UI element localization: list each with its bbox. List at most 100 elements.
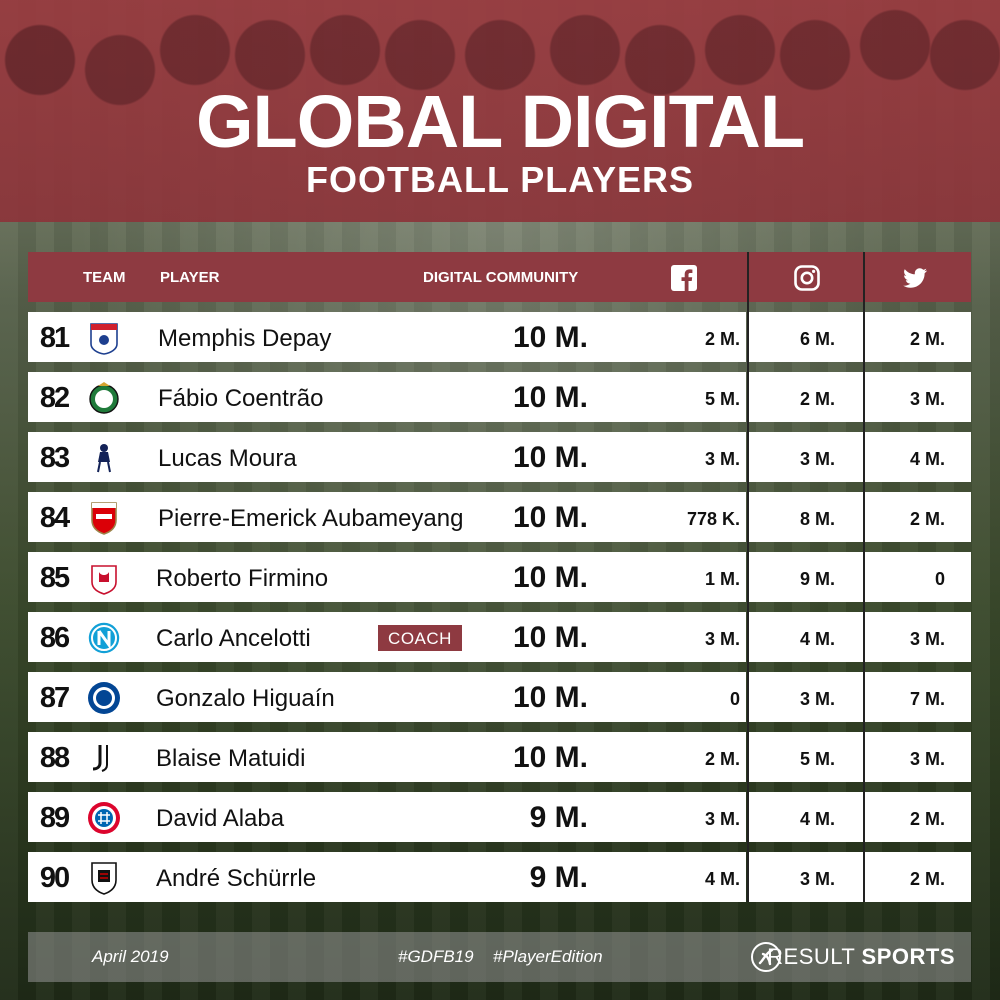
facebook-count: 778 K. <box>596 492 746 542</box>
facebook-icon <box>671 265 697 291</box>
digital-community-total: 10 M. <box>512 561 588 594</box>
twitter-count: 2 M. <box>865 792 971 842</box>
facebook-count: 2 M. <box>596 732 746 782</box>
header-banner: GLOBAL DIGITAL FOOTBALL PLAYERS <box>0 0 1000 222</box>
rank-number: 81 <box>28 312 80 362</box>
column-player-label: PLAYER <box>160 269 220 286</box>
result-sports-logo-icon <box>751 942 781 972</box>
player-name: Gonzalo Higuaín <box>156 685 335 712</box>
arsenal-crest <box>91 502 117 535</box>
olympique-lyonnais-crest <box>90 323 118 355</box>
player-name: Roberto Firmino <box>156 565 329 592</box>
table-row: 84 Pierre-Emerick Aubameyang 10 M. 778 K. 8 … <box>28 492 971 542</box>
player-name: Lucas Moura <box>158 445 297 472</box>
column-divider <box>747 252 749 902</box>
table-row: 90 André Schürrle 9 M. 4 M. 3 M. 2 M. <box>28 852 971 902</box>
footer-hashtag-edition: #PlayerEdition <box>493 947 603 966</box>
player-cell: Lucas Moura 10 M. <box>80 432 596 482</box>
column-community-label: DIGITAL COMMUNITY <box>423 269 579 286</box>
player-name: André Schürrle <box>156 865 317 892</box>
player-cell: Blaise Matuidi 10 M. <box>80 732 596 782</box>
instagram-count: 9 M. <box>748 552 863 602</box>
facebook-count: 0 <box>596 672 746 722</box>
twitter-count: 2 M. <box>865 492 971 542</box>
instagram-count: 5 M. <box>748 732 863 782</box>
brand-name-light: RESULT <box>767 944 862 969</box>
digital-community-total: 10 M. <box>512 501 588 534</box>
twitter-count: 2 M. <box>865 312 971 362</box>
tottenham-crest <box>97 444 111 473</box>
player-name: Memphis Depay <box>158 325 332 352</box>
player-cell: David Alaba 9 M. <box>80 792 596 842</box>
table-row: 87 Gonzalo Higuaín 10 M. 0 3 M. 7 M. <box>28 672 971 722</box>
instagram-count: 8 M. <box>748 492 863 542</box>
table-row: 85 Roberto Firmino 10 M. 1 M. 9 M. 0 <box>28 552 971 602</box>
fulham-crest <box>91 862 117 895</box>
rank-number: 85 <box>28 552 80 602</box>
player-cell: Gonzalo Higuaín 10 M. <box>80 672 596 722</box>
facebook-count: 4 M. <box>596 852 746 902</box>
table-row: 86 Carlo Ancelotti COACH 10 M. 3 M. 4 M. 3 M. <box>28 612 971 662</box>
table-row: 89 David Alaba 9 M. 3 M. 4 M. 2 M. <box>28 792 971 842</box>
digital-community-total: 10 M. <box>512 441 588 474</box>
digital-community-total: 10 M. <box>512 741 588 774</box>
napoli-crest <box>87 621 121 655</box>
rank-number: 90 <box>28 852 80 902</box>
twitter-count: 7 M. <box>865 672 971 722</box>
instagram-count: 3 M. <box>748 432 863 482</box>
rank-number: 84 <box>28 492 80 542</box>
facebook-count: 1 M. <box>596 552 746 602</box>
footer-hashtag-gdfb: #GDFB19 <box>398 947 474 966</box>
player-cell: Fábio Coentrão 10 M. <box>80 372 596 422</box>
digital-community-total: 9 M. <box>529 861 588 894</box>
twitter-count: 3 M. <box>865 372 971 422</box>
digital-community-total: 10 M. <box>512 381 588 414</box>
juventus-crest <box>92 745 108 772</box>
table-header: TEAM PLAYER DIGITAL COMMUNITY <box>28 252 971 302</box>
digital-community-total: 10 M. <box>512 621 588 654</box>
facebook-count: 3 M. <box>596 792 746 842</box>
instagram-count: 4 M. <box>748 792 863 842</box>
page-subtitle: FOOTBALL PLAYERS <box>305 159 695 200</box>
player-cell: Pierre-Emerick Aubameyang 10 M. <box>80 492 596 542</box>
twitter-icon <box>903 268 927 288</box>
twitter-count: 4 M. <box>865 432 971 482</box>
facebook-count: 2 M. <box>596 312 746 362</box>
column-divider <box>863 252 865 902</box>
digital-community-total: 10 M. <box>512 681 588 714</box>
player-cell: André Schürrle 9 M. <box>80 852 596 902</box>
rank-number: 83 <box>28 432 80 482</box>
column-team-label: TEAM <box>83 269 126 286</box>
chelsea-crest <box>88 682 120 714</box>
liverpool-crest <box>91 565 117 595</box>
player-name: David Alaba <box>156 805 285 832</box>
footer-bar: April 2019 #GDFB19 #PlayerEdition RESULT… <box>28 932 971 982</box>
rank-number: 87 <box>28 672 80 722</box>
instagram-count: 3 M. <box>748 852 863 902</box>
twitter-count: 0 <box>865 552 971 602</box>
player-name: Pierre-Emerick Aubameyang <box>158 505 464 532</box>
player-name: Carlo Ancelotti <box>156 625 311 652</box>
rank-number: 89 <box>28 792 80 842</box>
player-photos-collage <box>0 0 1000 222</box>
instagram-count: 6 M. <box>748 312 863 362</box>
coach-badge: COACH <box>378 625 462 651</box>
twitter-count: 3 M. <box>865 732 971 782</box>
table-row: 88 Blaise Matuidi 10 M. 2 M. 5 M. 3 M. <box>28 732 971 782</box>
instagram-count: 3 M. <box>748 672 863 722</box>
twitter-count: 2 M. <box>865 852 971 902</box>
instagram-icon <box>794 265 820 291</box>
digital-community-total: 9 M. <box>529 801 588 834</box>
digital-community-total: 10 M. <box>512 321 588 354</box>
rank-number: 88 <box>28 732 80 782</box>
facebook-count: 5 M. <box>596 372 746 422</box>
player-cell: Carlo Ancelotti COACH 10 M. <box>80 612 596 662</box>
rio-ave-crest <box>89 382 119 414</box>
footer-date: April 2019 <box>92 947 169 966</box>
player-cell: Memphis Depay 10 M. <box>80 312 596 362</box>
rank-number: 86 <box>28 612 80 662</box>
player-name: Blaise Matuidi <box>156 745 306 772</box>
table-row: 81 Memphis Depay 10 M. 2 M. 6 M. 2 M. <box>28 312 971 362</box>
brand-name-bold: SPORTS <box>861 944 955 969</box>
table-row: 82 Fábio Coentrão 10 M. 5 M. 2 M. 3 M. <box>28 372 971 422</box>
